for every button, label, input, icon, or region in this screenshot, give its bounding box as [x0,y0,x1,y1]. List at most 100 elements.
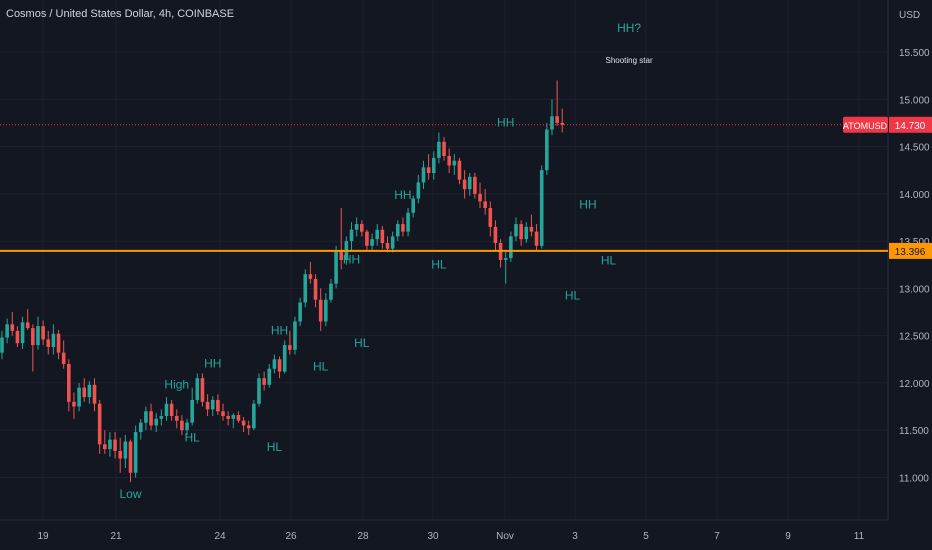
candle-body [252,403,256,429]
candle-body [442,141,446,156]
candle-body [401,224,405,232]
annotation-label: HL [565,289,581,303]
y-tick-label: 11.000 [899,473,929,484]
candle-body [210,399,215,410]
candle-body [61,352,66,364]
candle-body [462,179,467,190]
current-price-label: 14.730 [895,121,926,132]
candle-body [334,250,338,284]
candle-body [349,229,354,242]
current-price-tag [889,116,932,133]
candle-body [56,333,61,353]
annotation-label: Low [119,487,141,501]
candle-body [329,283,333,300]
candle-body [133,432,138,473]
candle-body [87,384,92,398]
annotation-label: HL [185,430,201,444]
candle-body [221,411,225,416]
candle-body [365,231,369,246]
candle-body [519,224,523,240]
y-tick-label: 11.500 [899,426,929,437]
symbol-tag [843,116,888,133]
candle-body [123,441,128,459]
candle-body [339,250,344,260]
x-tick-label: 7 [714,531,720,542]
candle-body [174,416,179,421]
candle-body [411,198,415,213]
candle-body [190,399,194,423]
candle-body [246,425,251,429]
candle-body [0,337,4,353]
candle-body [25,322,30,329]
annotation-label: HL [354,336,370,350]
x-tick-label: 26 [285,531,297,542]
candle-body [426,167,431,174]
x-tick-label: 9 [785,531,791,542]
y-tick-label: 13.000 [899,284,930,295]
candle-body [236,415,241,421]
candle-body [437,141,441,158]
candle-body [390,236,395,249]
annotation-label: HL [601,254,617,268]
candle-body [262,378,266,385]
candle-body [509,236,513,259]
candle-body [149,411,153,426]
candle-body [524,226,529,240]
annotation-label: HL [431,257,447,271]
candle-body [82,387,87,398]
candle-body [380,229,385,243]
candle-body [560,122,565,125]
candle-body [241,420,246,426]
x-tick-label: 5 [643,531,649,542]
candle-body [169,403,174,416]
candle-body [318,299,323,322]
annotation-label: HL [267,440,283,454]
candle-body [370,239,374,246]
y-tick-label: 14.500 [899,143,930,154]
candle-body [539,170,544,246]
candle-body [77,387,81,407]
annotation-label: HH [271,323,288,337]
support-price-label: 13.396 [895,247,926,258]
candle-body [216,399,220,412]
candle-body [128,441,133,473]
annotation-label: HH [343,252,360,266]
candle-body [67,364,71,402]
annotation-label: Shooting star [606,56,653,65]
candle-body [303,274,308,303]
x-tick-label: Nov [496,531,514,542]
candle-body [313,278,318,300]
y-tick-label: 13.500 [899,237,930,248]
candle-body [195,378,200,400]
x-tick-label: 19 [37,531,49,542]
candle-body [375,229,380,240]
y-tick-label: 15.500 [899,48,930,59]
annotation-label: High [164,377,189,391]
candle-body [267,368,272,385]
candle-body [41,326,45,340]
candle-body [545,129,549,171]
candle-body [529,226,534,232]
candle-body [288,345,292,350]
candle-body [92,384,97,404]
candle-body [15,330,20,344]
candle-body [103,444,107,450]
annotation-label: HH [394,188,411,202]
candle-body [113,439,117,451]
candle-body [138,422,143,433]
annotation-label: HH [204,356,221,370]
x-tick-label: 28 [357,531,369,542]
candle-body [97,403,102,445]
candle-body [277,359,282,372]
candle-body [200,378,205,402]
candle-body [467,176,472,190]
candle-body [72,401,76,407]
candle-body [10,324,15,331]
candle-body [473,176,477,194]
candle-body [478,193,482,202]
candle-body [406,212,410,232]
candle-body [154,418,158,426]
